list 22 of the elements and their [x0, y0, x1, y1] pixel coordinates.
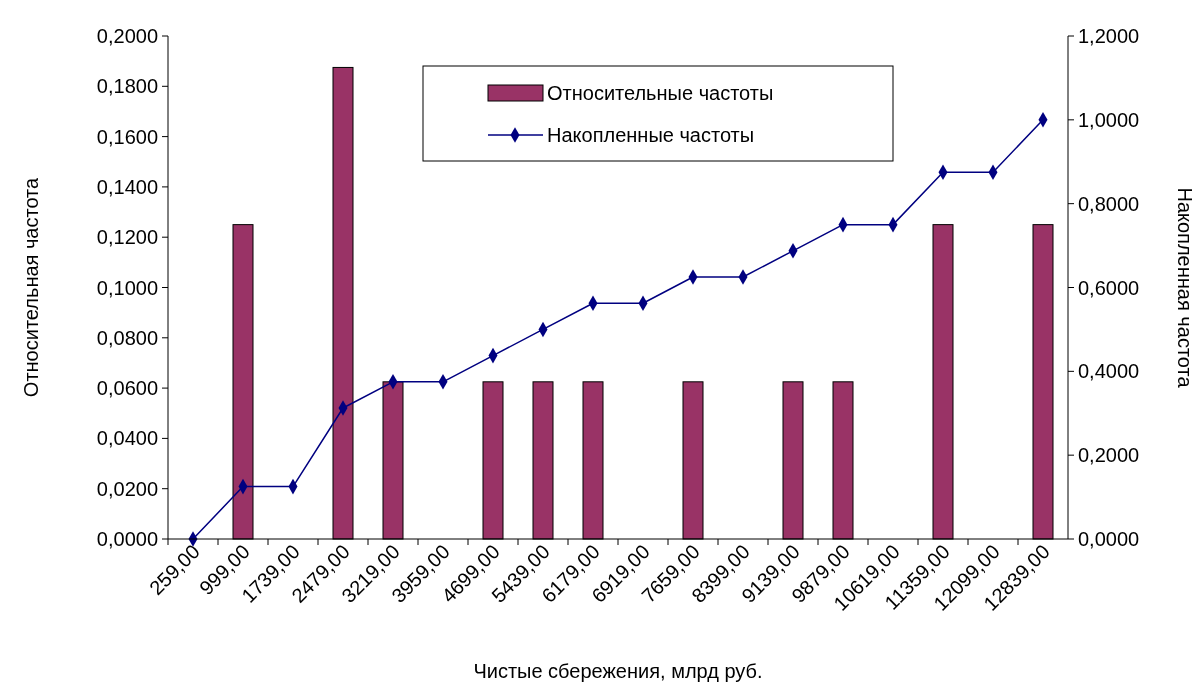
y-tick-label: 0,0600 [96, 377, 158, 400]
y2-tick-label: 0,2000 [1078, 444, 1140, 467]
y2-tick-label: 0,4000 [1078, 360, 1140, 383]
y2-tick-label: 0,8000 [1078, 192, 1140, 215]
y-tick-label: 0,0400 [96, 427, 158, 450]
y-tick-label: 0,2000 [96, 25, 158, 47]
y-tick-label: 0,1200 [96, 226, 158, 249]
y2-tick-label: 0,6000 [1078, 276, 1140, 299]
y2-tick-label: 0,0000 [1078, 528, 1140, 550]
y-axis-title: Относительная частота [20, 176, 42, 398]
y-tick-label: 0,0200 [96, 477, 158, 500]
y-tick-label: 0,1600 [96, 125, 158, 148]
y-tick-label: 0,0800 [96, 326, 158, 349]
x-axis-title: Чистые сбережения, млрд руб. [473, 660, 763, 682]
y2-axis-title: Накопленная частота [1174, 187, 1196, 389]
y-tick-label: 0,1400 [96, 175, 158, 198]
y2-tick-label: 1,0000 [1078, 108, 1140, 131]
legend-label: Накопленные частоты [547, 124, 755, 146]
legend-label: Относительные частоты [547, 82, 774, 104]
y-tick-label: 0,1000 [96, 276, 158, 299]
y-tick-label: 0,1800 [96, 75, 158, 98]
y2-tick-label: 1,2000 [1078, 25, 1140, 47]
